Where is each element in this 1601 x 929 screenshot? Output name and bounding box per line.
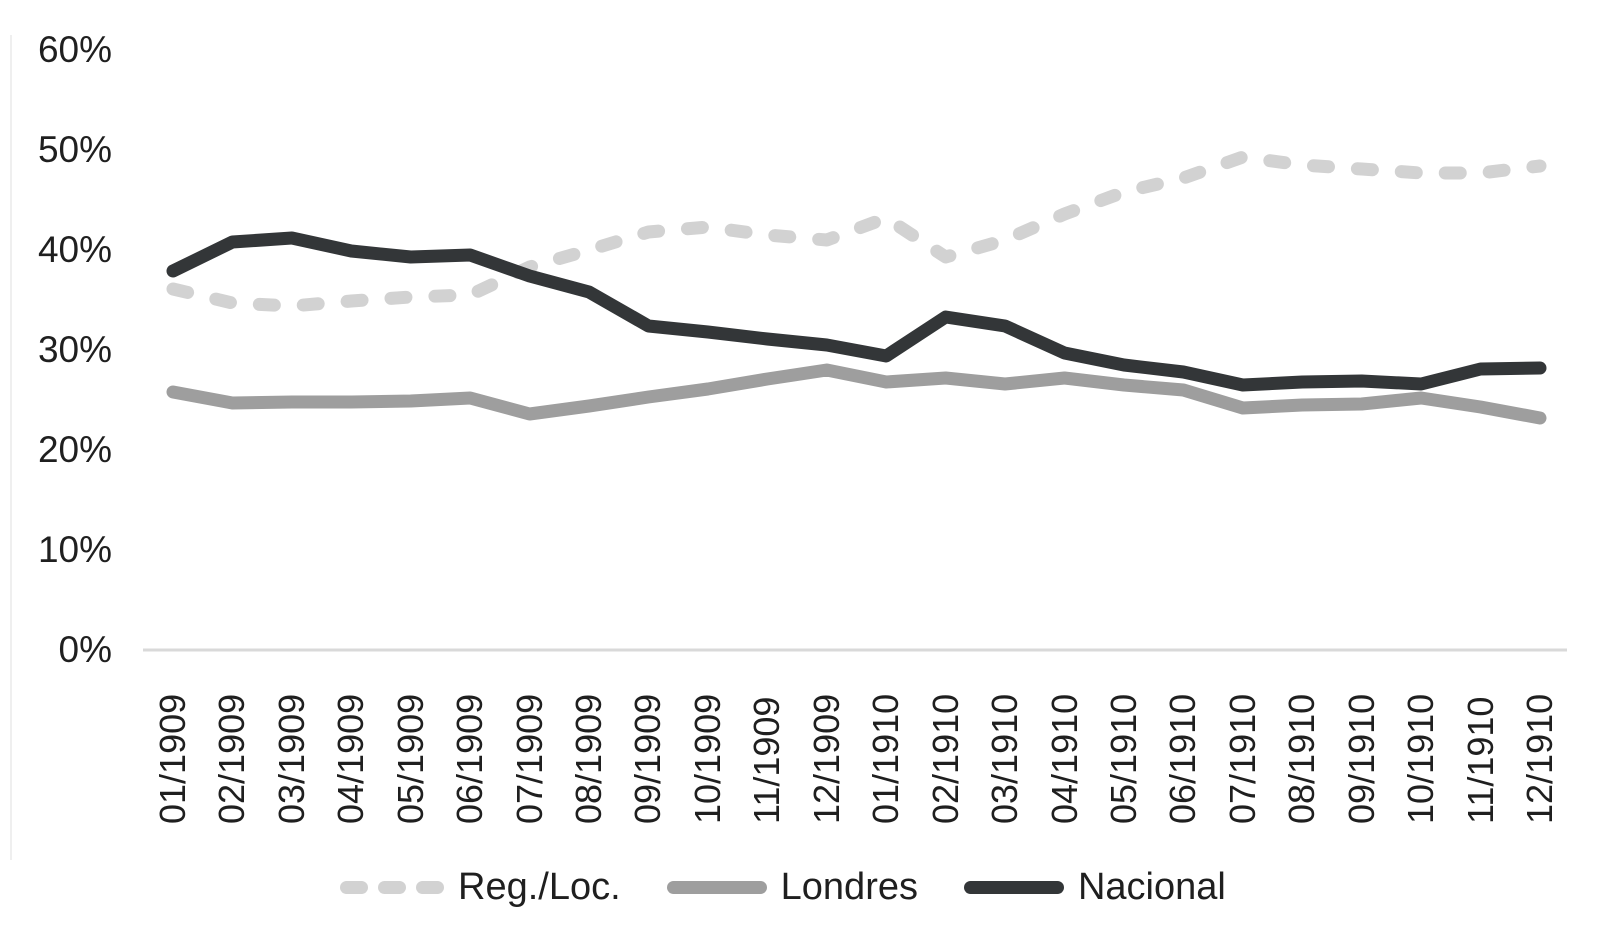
series-line-londres bbox=[166, 363, 1547, 425]
legend-swatch-dashed-icon bbox=[340, 880, 444, 894]
x-axis-tick-label: 06/1910 bbox=[1162, 693, 1204, 824]
x-axis-tick-label: 01/1909 bbox=[152, 693, 193, 824]
y-axis-tick-label: 60% bbox=[37, 29, 112, 70]
x-axis-tick-label: 05/1910 bbox=[1102, 693, 1144, 824]
series-line-nacional bbox=[166, 231, 1547, 392]
x-axis-tick-label: 10/1909 bbox=[686, 693, 728, 824]
legend-item-londres: Londres bbox=[666, 865, 918, 909]
x-axis-tick-label: 08/1910 bbox=[1281, 693, 1323, 824]
y-axis-tick-label: 0% bbox=[58, 629, 112, 670]
x-axis-tick-label: 12/1909 bbox=[805, 693, 847, 824]
legend-item-nacional: Nacional bbox=[963, 865, 1226, 909]
x-axis-tick-label: 10/1910 bbox=[1400, 693, 1442, 824]
x-axis-tick-label: 02/1909 bbox=[211, 693, 253, 824]
x-axis-tick-label: 12/1910 bbox=[1519, 693, 1560, 824]
x-axis-tick-label: 02/1910 bbox=[924, 693, 966, 824]
x-axis-tick-label: 01/1910 bbox=[865, 693, 907, 824]
legend-label-reg-loc: Reg./Loc. bbox=[458, 865, 621, 908]
chart-left-border bbox=[10, 35, 12, 860]
x-axis-tick-label: 09/1910 bbox=[1340, 693, 1382, 824]
x-axis-tick-label: 05/1909 bbox=[389, 693, 431, 824]
legend-label-londres: Londres bbox=[780, 865, 918, 908]
x-axis-tick-label: 08/1909 bbox=[568, 693, 610, 824]
x-axis-tick-label: 06/1909 bbox=[449, 693, 491, 824]
y-axis-tick-label: 10% bbox=[37, 529, 112, 570]
x-axis-tick-label: 11/1909 bbox=[746, 696, 788, 824]
x-axis-tick-label: 11/1910 bbox=[1459, 696, 1501, 824]
x-axis-tick-label: 04/1910 bbox=[1043, 693, 1085, 824]
x-axis-tick-label: 04/1909 bbox=[330, 693, 372, 824]
y-axis-tick-label: 30% bbox=[37, 329, 112, 370]
x-axis-tick-label: 09/1909 bbox=[627, 693, 669, 824]
legend-item-reg-loc: Reg./Loc. bbox=[340, 866, 621, 909]
series-line-reg-loc bbox=[166, 150, 1547, 313]
legend-swatch-londres-icon bbox=[666, 880, 767, 894]
y-axis-tick-label: 50% bbox=[37, 129, 112, 170]
x-axis-tick-label: 03/1910 bbox=[984, 693, 1026, 824]
x-axis-tick-label: 07/1909 bbox=[508, 693, 550, 824]
y-axis-tick-label: 20% bbox=[37, 429, 112, 470]
legend-swatch-nacional-icon bbox=[963, 880, 1064, 894]
x-axis-tick-label: 03/1909 bbox=[270, 693, 312, 824]
legend-label-nacional: Nacional bbox=[1077, 865, 1226, 908]
chart-legend: Reg./Loc. Londres Nacional bbox=[340, 866, 1226, 908]
x-axis-tick-label: 07/1910 bbox=[1221, 693, 1263, 824]
y-axis-tick-label: 40% bbox=[37, 229, 112, 270]
